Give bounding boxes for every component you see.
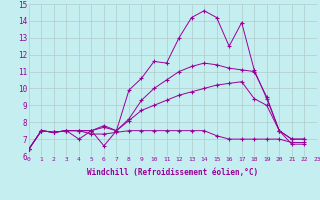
X-axis label: Windchill (Refroidissement éolien,°C): Windchill (Refroidissement éolien,°C): [87, 168, 258, 177]
